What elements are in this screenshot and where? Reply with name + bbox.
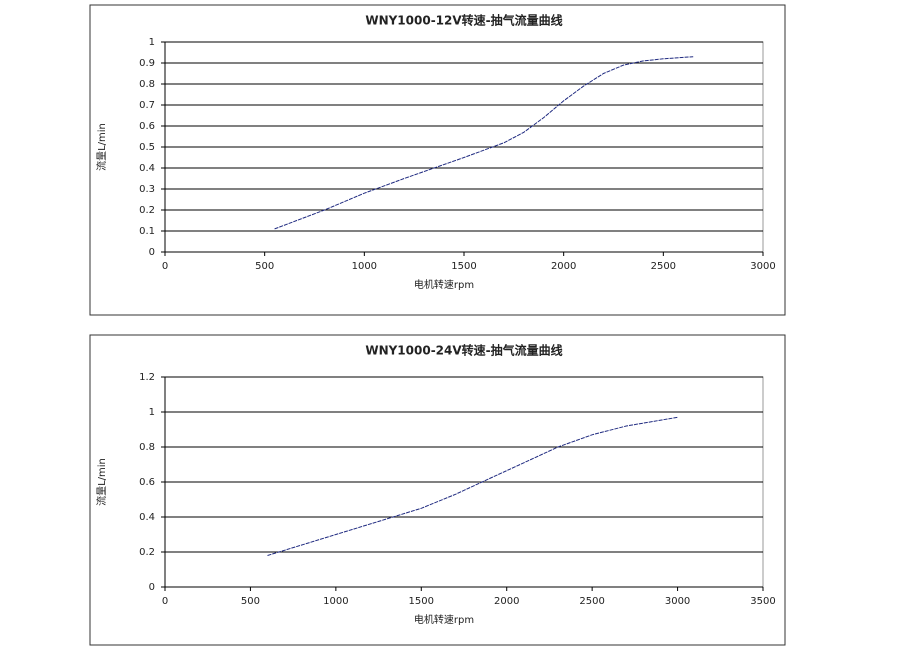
- y-tick-label: 0.1: [139, 226, 155, 237]
- x-tick-label: 3000: [665, 596, 690, 607]
- y-tick-label: 0.2: [139, 547, 155, 558]
- y-tick-label: 0.5: [139, 142, 155, 153]
- y-tick-label: 0.8: [139, 442, 155, 453]
- x-tick-label: 2000: [551, 261, 576, 272]
- y-tick-label: 0.7: [139, 100, 155, 111]
- y-axis-label: 流量L/min: [95, 123, 108, 171]
- x-tick-label: 3000: [750, 261, 775, 272]
- x-tick-label: 1000: [323, 596, 348, 607]
- x-tick-label: 1500: [409, 596, 434, 607]
- x-tick-label: 500: [255, 261, 274, 272]
- x-tick-label: 1500: [451, 261, 476, 272]
- x-tick-label: 0: [162, 261, 168, 272]
- y-tick-label: 0.6: [139, 121, 155, 132]
- y-tick-label: 0.4: [139, 512, 155, 523]
- y-tick-label: 0.4: [139, 163, 155, 174]
- x-tick-label: 2500: [651, 261, 676, 272]
- y-tick-label: 0.6: [139, 477, 155, 488]
- y-tick-label: 0.3: [139, 184, 155, 195]
- x-tick-label: 500: [241, 596, 260, 607]
- x-axis-label: 电机转速rpm: [414, 613, 474, 626]
- x-tick-label: 2500: [579, 596, 604, 607]
- y-tick-label: 0.9: [139, 58, 155, 69]
- y-tick-label: 0: [149, 247, 155, 258]
- y-tick-label: 1: [149, 407, 155, 418]
- data-line: [267, 416, 678, 556]
- chart-title: WNY1000-24V转速-抽气流量曲线: [365, 343, 562, 358]
- chart-title: WNY1000-12V转速-抽气流量曲线: [365, 13, 562, 28]
- x-tick-label: 0: [162, 596, 168, 607]
- x-tick-label: 1000: [352, 261, 377, 272]
- x-axis-label: 电机转速rpm: [414, 278, 474, 291]
- y-axis-label: 流量L/min: [95, 458, 108, 506]
- y-tick-label: 0: [149, 582, 155, 593]
- data-line: [274, 56, 694, 230]
- y-tick-label: 0.2: [139, 205, 155, 216]
- x-tick-label: 2000: [494, 596, 519, 607]
- y-tick-label: 1.2: [139, 372, 155, 383]
- x-tick-label: 3500: [750, 596, 775, 607]
- y-tick-label: 1: [149, 37, 155, 48]
- y-tick-label: 0.8: [139, 79, 155, 90]
